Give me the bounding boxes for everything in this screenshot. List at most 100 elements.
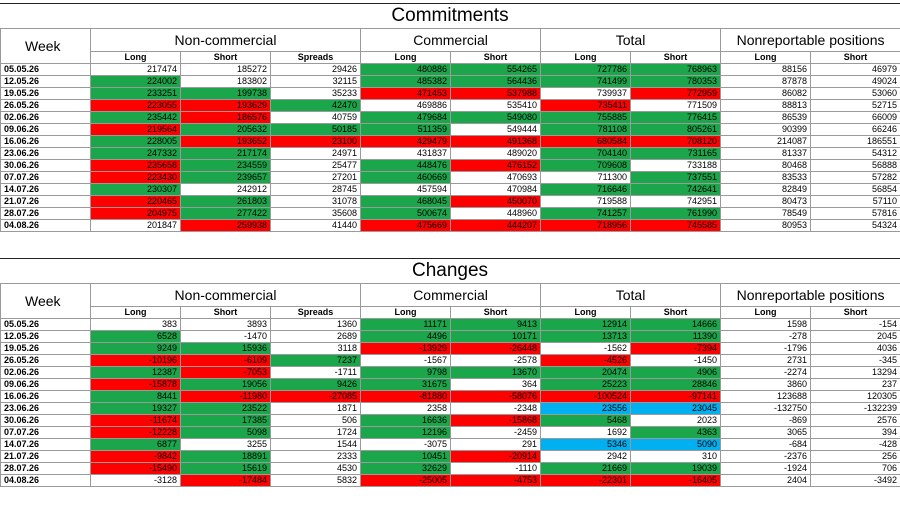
value-cell: 2045 (810, 330, 900, 343)
value-cell: 9413 (450, 318, 542, 331)
value-cell: 78549 (720, 207, 812, 220)
group-header: Non-commercial (89, 283, 362, 307)
value-cell: 13713 (540, 330, 632, 343)
value-cell: 35608 (269, 207, 362, 220)
value-cell: 25477 (269, 159, 362, 172)
value-cell: 537988 (450, 87, 542, 100)
value-cell: 25223 (540, 378, 632, 391)
value-cell: -684 (720, 438, 812, 451)
value-cell: -15878 (90, 378, 181, 391)
table-row: 28.07.26 -15490 15619 4530 32629 -1110 21669 19… (0, 462, 900, 475)
table-row: 02.06.26 235442 186576 40759 479684 549080 755… (0, 111, 900, 124)
column-header: Short (630, 306, 722, 319)
value-cell: 718956 (540, 219, 632, 232)
table-row: 02.06.26 12387 -7053 -1711 9798 13670 20474 490… (0, 366, 900, 379)
week-cell: 07.07.26 (0, 171, 91, 184)
value-cell: 259938 (180, 219, 271, 232)
value-cell: 4906 (630, 366, 722, 379)
value-cell: 731165 (630, 147, 722, 160)
column-header: Short (450, 306, 542, 319)
value-cell: 242912 (180, 183, 271, 196)
value-cell: 1598 (720, 318, 812, 331)
value-cell: 219564 (90, 123, 181, 136)
table-row: 16.06.26 228005 193652 23100 429479 491368 680… (0, 135, 900, 148)
value-cell: 554265 (450, 63, 542, 76)
value-cell: 11171 (360, 318, 452, 331)
value-cell: 57110 (810, 195, 900, 208)
value-cell: -17484 (180, 474, 271, 487)
value-cell: 742951 (630, 195, 722, 208)
value-cell: -1567 (360, 354, 452, 367)
value-cell: 15936 (180, 342, 271, 355)
value-cell: 120305 (810, 390, 900, 403)
value-cell: 83533 (720, 171, 812, 184)
value-cell: 711300 (540, 171, 632, 184)
value-cell: 364 (450, 378, 542, 391)
value-cell: 460669 (360, 171, 452, 184)
value-cell: 32115 (269, 75, 362, 88)
value-cell: 4496 (360, 330, 452, 343)
value-cell: 771509 (630, 99, 722, 112)
value-cell: 235658 (90, 159, 181, 172)
column-header: Spreads (269, 306, 362, 319)
value-cell: 2576 (810, 414, 900, 427)
value-cell: 709608 (540, 159, 632, 172)
value-cell: 217174 (180, 147, 271, 160)
column-header: Short (810, 306, 900, 319)
value-cell: 780353 (630, 75, 722, 88)
value-cell: 88813 (720, 99, 812, 112)
value-cell: 1360 (269, 318, 362, 331)
table-row: 05.05.26 217474 185272 29426 480886 554265 727… (0, 63, 900, 76)
value-cell: 57816 (810, 207, 900, 220)
value-cell: 224002 (90, 75, 181, 88)
value-cell: 42470 (269, 99, 362, 112)
value-cell: 233251 (90, 87, 181, 100)
value-cell: -2348 (450, 402, 542, 415)
value-cell: 235442 (90, 111, 181, 124)
value-cell: 742641 (630, 183, 722, 196)
value-cell: 9426 (269, 378, 362, 391)
value-cell: 468045 (360, 195, 452, 208)
group-header: Nonreportable positions (720, 28, 900, 52)
value-cell: 470693 (450, 171, 542, 184)
value-cell: -4753 (450, 474, 542, 487)
value-cell: 745585 (630, 219, 722, 232)
value-cell: 457594 (360, 183, 452, 196)
value-cell: 9798 (360, 366, 452, 379)
value-cell: 5098 (180, 426, 271, 439)
group-header: Total (540, 283, 722, 307)
value-cell: 31675 (360, 378, 452, 391)
value-cell: 739937 (540, 87, 632, 100)
value-cell: 15619 (180, 462, 271, 475)
value-cell: 781108 (540, 123, 632, 136)
value-cell: 239657 (180, 171, 271, 184)
week-cell: 05.05.26 (0, 318, 91, 331)
value-cell: 737551 (630, 171, 722, 184)
column-header: Long (360, 306, 452, 319)
week-cell: 14.07.26 (0, 183, 91, 196)
group-header-row: Week Non-commercial Commercial Total Nonrepo… (0, 28, 900, 64)
column-header: Long (360, 51, 452, 64)
value-cell: 35233 (269, 87, 362, 100)
value-cell: -7394 (630, 342, 722, 355)
value-cell: 27201 (269, 171, 362, 184)
column-header: Long (720, 306, 812, 319)
value-cell: -11980 (180, 390, 271, 403)
value-cell: 489020 (450, 147, 542, 160)
value-cell: 13294 (810, 366, 900, 379)
value-cell: 470984 (450, 183, 542, 196)
value-cell: 772959 (630, 87, 722, 100)
table-row: 14.07.26 230307 242912 28745 457594 470984 716… (0, 183, 900, 196)
value-cell: 20474 (540, 366, 632, 379)
value-cell: 223430 (90, 171, 181, 184)
value-cell: 10171 (450, 330, 542, 343)
value-cell: -1470 (180, 330, 271, 343)
value-cell: -100524 (540, 390, 632, 403)
value-cell: 4036 (810, 342, 900, 355)
value-cell: 53060 (810, 87, 900, 100)
table-row: 04.08.26 -3128 -17484 5832 -25005 -4753 -22301… (0, 474, 900, 487)
value-cell: 56854 (810, 183, 900, 196)
column-header: Short (630, 51, 722, 64)
week-cell: 30.06.26 (0, 414, 91, 427)
value-cell: 8441 (90, 390, 181, 403)
